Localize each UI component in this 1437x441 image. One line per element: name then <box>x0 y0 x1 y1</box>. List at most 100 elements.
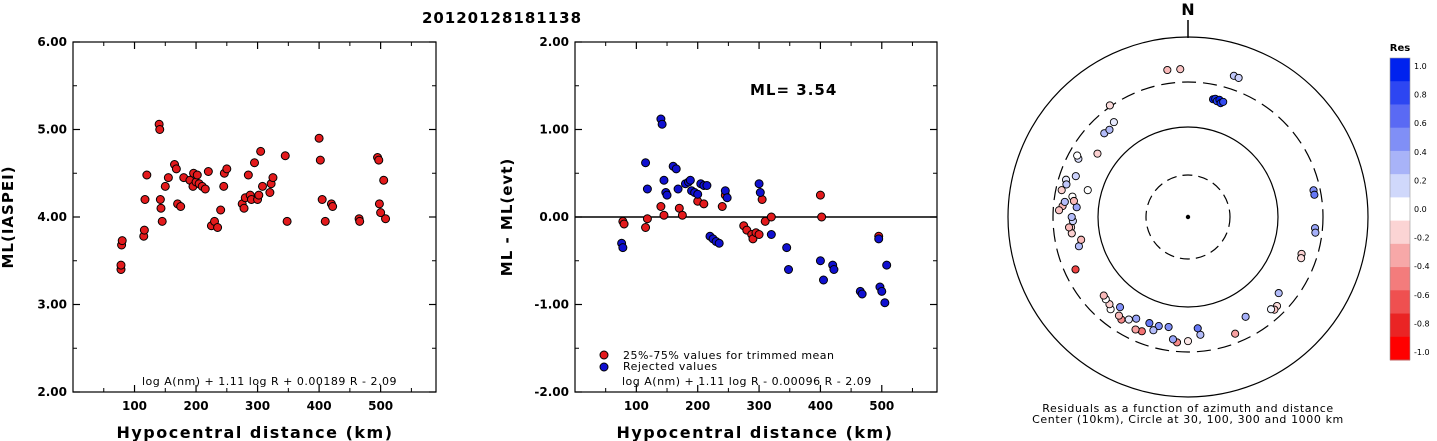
x-tick-label: 200 <box>685 399 710 413</box>
data-point <box>142 170 152 180</box>
colorbar-swatch <box>1390 243 1410 268</box>
y-tick-label: 1.00 <box>539 123 569 137</box>
data-point <box>662 190 672 200</box>
data-point <box>257 181 267 191</box>
data-point <box>192 170 202 180</box>
circle-30km <box>1145 174 1231 260</box>
data-point <box>818 275 828 285</box>
colorbar-swatch <box>1390 81 1410 105</box>
data-point <box>755 188 765 197</box>
data-point <box>642 184 652 194</box>
data-point <box>722 193 732 203</box>
data-point <box>760 216 770 226</box>
colorbar-tick-label: 0.4 <box>1414 148 1427 157</box>
circle-300km <box>1052 81 1324 353</box>
station-point <box>1145 319 1154 328</box>
station-point <box>1071 265 1080 274</box>
station-point <box>1131 325 1140 334</box>
data-point <box>815 256 825 266</box>
data-point <box>702 181 712 190</box>
station-point <box>1109 118 1118 127</box>
y-tick-label: 4.00 <box>37 210 67 224</box>
colorbar-tick-label: 1.0 <box>1414 62 1427 71</box>
station-point <box>1176 65 1185 74</box>
data-point <box>815 190 825 200</box>
colorbar-swatch <box>1390 150 1410 175</box>
data-point <box>355 216 365 226</box>
colorbar-swatch <box>1390 267 1410 291</box>
data-point <box>171 164 181 174</box>
data-point <box>641 158 651 168</box>
data-point <box>659 175 669 185</box>
residual-vs-distance-plot: 100 200 300 400 500 -2.00 -1.00 0.00 1.00 2.00 ML… <box>498 35 938 441</box>
colorbar-tick-label: 0.6 <box>1414 119 1427 128</box>
station-point <box>1057 186 1066 195</box>
data-point <box>265 188 275 197</box>
axis-ticks: 100 200 300 400 500 2.00 3.00 4.00 5.00 6.00 <box>37 35 436 413</box>
data-point <box>379 175 389 185</box>
data-point <box>328 202 338 211</box>
x-tick-label: 300 <box>245 399 270 413</box>
data-point <box>139 225 149 235</box>
station-point <box>1231 329 1240 338</box>
data-point <box>766 230 776 239</box>
data-point <box>717 202 727 211</box>
data-point <box>200 184 210 194</box>
station-point <box>1124 315 1133 324</box>
x-tick-label: 300 <box>747 399 772 413</box>
station-point <box>1149 326 1158 335</box>
data-point <box>677 210 687 220</box>
data-point <box>176 202 186 211</box>
colorbar-swatch <box>1390 174 1410 198</box>
data-point <box>268 173 278 183</box>
station-point <box>1115 303 1125 312</box>
station-point <box>1267 305 1276 314</box>
x-tick-label: 200 <box>184 399 209 413</box>
colorbar-swatch <box>1390 58 1410 82</box>
data-point <box>857 289 867 299</box>
data-point <box>317 195 327 204</box>
data-point <box>784 265 794 274</box>
x-tick-label: 500 <box>869 399 894 413</box>
data-point <box>239 203 249 213</box>
data-point <box>213 223 223 232</box>
colorbar-tick-labels: 1.0 0.8 0.6 0.4 0.2 0.0 -0.2 -0.4 -0.6 -0.8 -1.0 <box>1414 62 1430 357</box>
station-point <box>1099 291 1108 300</box>
y-tick-label: 0.00 <box>539 210 569 224</box>
station-point <box>1060 197 1069 206</box>
data-point <box>782 243 792 253</box>
data-point <box>116 260 126 270</box>
data-point <box>374 199 384 209</box>
x-axis-label: Hypocentral distance (km) <box>616 423 893 441</box>
data-point <box>671 164 681 174</box>
data-point <box>877 286 887 296</box>
data-point <box>874 234 884 244</box>
y-tick-label: -2.00 <box>534 385 569 399</box>
legend-label-trimmed-mean: 25%-75% values for trimmed mean <box>623 349 835 362</box>
data-point <box>155 195 165 204</box>
data-point <box>673 184 683 194</box>
data-point <box>685 175 695 185</box>
x-tick-label: 400 <box>808 399 833 413</box>
data-point <box>155 125 165 134</box>
data-point <box>381 214 391 224</box>
colorbar-swatch <box>1390 220 1410 245</box>
map-caption-line-1: Residuals as a function of azimuth and d… <box>1042 402 1333 415</box>
data-point <box>376 208 386 218</box>
data-point <box>219 181 229 191</box>
axis-ticks: 100 200 300 400 500 -2.00 -1.00 0.00 1.00 2.00 <box>534 35 937 413</box>
data-point <box>754 179 764 189</box>
station-point <box>1310 190 1319 199</box>
colorbar-swatch <box>1390 104 1410 129</box>
colorbar-swatch <box>1390 313 1410 338</box>
data-point <box>250 158 259 168</box>
x-tick-label: 400 <box>307 399 332 413</box>
azimuth-residual-map: N Residuals as a function of azimuth and… <box>1007 0 1430 426</box>
data-point <box>222 164 232 174</box>
data-point <box>880 298 890 308</box>
data-point <box>641 223 651 232</box>
station-point <box>1163 65 1172 75</box>
colorbar-title: Res <box>1390 43 1410 54</box>
data-point <box>160 181 170 191</box>
station-point <box>1234 73 1243 82</box>
